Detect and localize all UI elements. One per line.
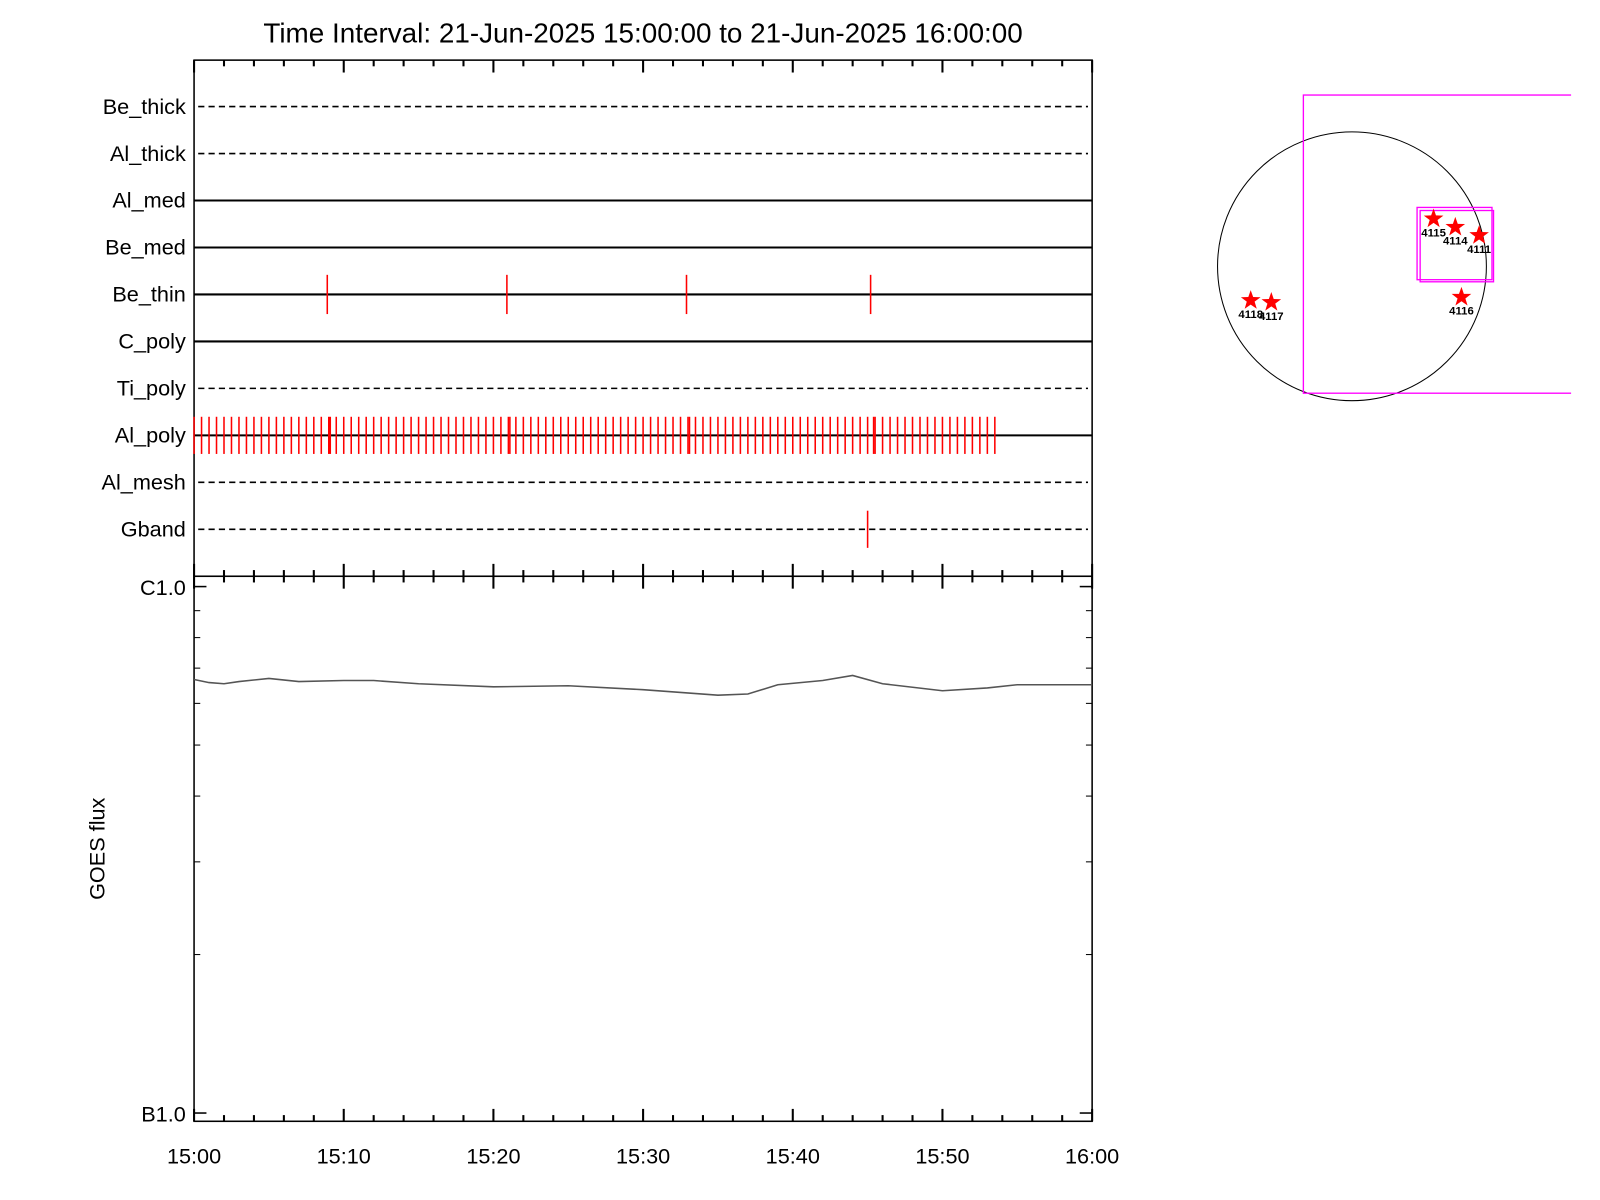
goes-curve [193, 674, 1093, 696]
filter-label: Be_thick [103, 94, 186, 119]
fov-box [1416, 206, 1493, 281]
filter-label: Gband [121, 517, 186, 542]
active-region [1469, 225, 1489, 244]
region-label: 4117 [1259, 311, 1284, 323]
filter-label: Al_mesh [102, 470, 186, 495]
x-tick-label: 15:10 [317, 1144, 371, 1169]
region-label: 4118 [1238, 309, 1263, 321]
region-label: 4115 [1421, 227, 1446, 239]
y-tick-label: C1.0 [140, 575, 186, 600]
x-tick-label: 16:00 [1065, 1144, 1119, 1169]
y-tick-label: B1.0 [141, 1101, 186, 1126]
region-label: 4114 [1443, 236, 1468, 248]
chart-title: Time Interval: 21-Jun-2025 15:00:00 to 2… [263, 18, 1022, 49]
x-tick-label: 15:00 [167, 1144, 221, 1169]
solar-disk [1217, 131, 1487, 402]
x-tick-label: 15:40 [766, 1144, 820, 1169]
active-region [1445, 216, 1466, 236]
region-label: 4111 [1467, 244, 1491, 256]
filter-label: Be_thin [112, 282, 185, 307]
y-axis-label: GOES flux [84, 797, 109, 899]
active-region [1423, 208, 1444, 228]
filter-label: Al_thick [110, 141, 186, 166]
filter-label: Al_poly [115, 423, 186, 448]
filter-label: C_poly [118, 329, 186, 354]
filter-label: Ti_poly [117, 376, 186, 401]
fov-box [1419, 209, 1495, 283]
filter-label: Be_med [105, 235, 186, 260]
filter-label: Al_med [112, 188, 185, 213]
x-tick-label: 15:30 [616, 1144, 670, 1169]
active-region [1261, 291, 1282, 311]
region-label: 4116 [1449, 306, 1474, 318]
x-tick-label: 15:50 [915, 1144, 969, 1169]
active-region [1240, 290, 1261, 309]
x-tick-label: 15:20 [466, 1144, 520, 1169]
fov-box [1302, 94, 1572, 394]
active-region [1451, 286, 1472, 306]
